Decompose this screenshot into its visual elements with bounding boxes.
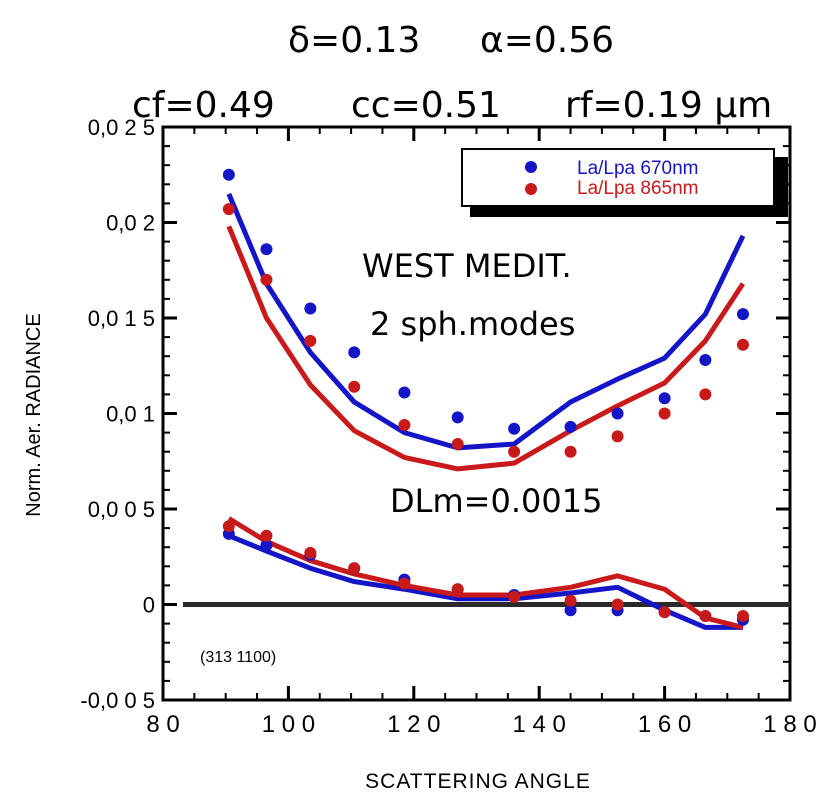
measured-point — [658, 407, 671, 420]
y-tick-label: 0,0 1 — [106, 402, 155, 427]
residual-point — [222, 520, 235, 533]
model-line — [226, 192, 746, 451]
measured-point — [564, 445, 577, 458]
legend-label-670: La/Lpa 670nm — [577, 158, 699, 179]
x-tick-label: 1 6 0 — [638, 711, 691, 738]
residual-point — [348, 562, 361, 575]
x-axis-label: SCATTERING ANGLE — [365, 770, 591, 793]
measured-point — [699, 388, 712, 401]
measured-point — [564, 420, 577, 433]
y-axis-label: Norm. Aer. RADIANCE — [23, 313, 45, 516]
residual-point — [658, 606, 671, 619]
residual-point — [304, 546, 317, 559]
residual-point — [611, 598, 624, 611]
measured-point — [611, 430, 624, 443]
measured-point — [508, 422, 521, 435]
y-tick-label: 0,0 0 5 — [88, 497, 155, 522]
y-tick-label: -0,0 0 5 — [80, 688, 155, 713]
legend-marker-865 — [525, 183, 537, 195]
x-tick-label: 1 4 0 — [513, 711, 566, 738]
header-cf: cf=0.49 — [132, 85, 275, 126]
residual-point — [699, 609, 712, 622]
header-rf: rf=0.19 μm — [565, 85, 772, 126]
series-lines — [226, 192, 746, 630]
legend-box — [461, 148, 775, 207]
measured-point — [451, 438, 464, 451]
header-cc: cc=0.51 — [351, 85, 501, 126]
measured-point — [699, 354, 712, 367]
series-points — [222, 168, 749, 626]
annotation-code: (313 1100) — [200, 649, 276, 666]
measured-point — [451, 411, 464, 424]
residual-point — [260, 539, 273, 552]
measured-point — [736, 338, 749, 351]
measured-point — [398, 418, 411, 431]
measured-point — [304, 334, 317, 347]
measured-point — [611, 407, 624, 420]
x-tick-label: 1 8 0 — [763, 711, 816, 738]
x-tick-label: 8 0 — [146, 711, 179, 738]
residual-point — [398, 577, 411, 590]
residual-point — [508, 590, 521, 603]
residual-point — [451, 583, 464, 596]
y-tick-label: 0,0 2 — [106, 211, 155, 236]
x-tick-label: 1 0 0 — [262, 711, 315, 738]
measured-point — [398, 386, 411, 399]
measured-point — [508, 445, 521, 458]
measured-point — [260, 273, 273, 286]
measured-point — [304, 302, 317, 315]
legend-label-865: La/Lpa 865nm — [577, 178, 699, 199]
residual-model-line — [227, 516, 744, 630]
residual-point — [564, 604, 577, 617]
annotation-region: WEST MEDIT. — [362, 247, 572, 285]
measured-point — [348, 380, 361, 393]
measured-point — [222, 203, 235, 216]
measured-point — [736, 308, 749, 321]
measured-point — [658, 392, 671, 405]
y-tick-label: 0,0 1 5 — [88, 306, 155, 331]
residual-model-line — [227, 533, 743, 630]
legend: La/Lpa 670nm La/Lpa 865nm — [461, 148, 788, 217]
residual-point — [260, 529, 273, 542]
axis-ticks: 8 0 1 0 0 1 2 0 1 4 0 1 6 0 1 8 0 -0,0 0 5 0 0,0… — [80, 115, 816, 738]
measured-point — [222, 168, 235, 181]
annotation-dlm: DLm=0.0015 — [390, 482, 602, 520]
residual-point — [736, 609, 749, 622]
annotation-modes: 2 sph.modes — [370, 305, 575, 343]
y-tick-label: 0,0 2 5 — [88, 115, 155, 140]
legend-marker-670 — [525, 161, 537, 173]
header-alpha: α=0.56 — [480, 20, 614, 61]
residual-point — [564, 594, 577, 607]
header-delta: δ=0.13 — [288, 20, 420, 61]
y-tick-label: 0 — [143, 593, 155, 618]
measured-point — [260, 243, 273, 256]
measured-point — [348, 346, 361, 359]
x-tick-label: 1 2 0 — [387, 711, 440, 738]
model-line — [226, 225, 746, 472]
